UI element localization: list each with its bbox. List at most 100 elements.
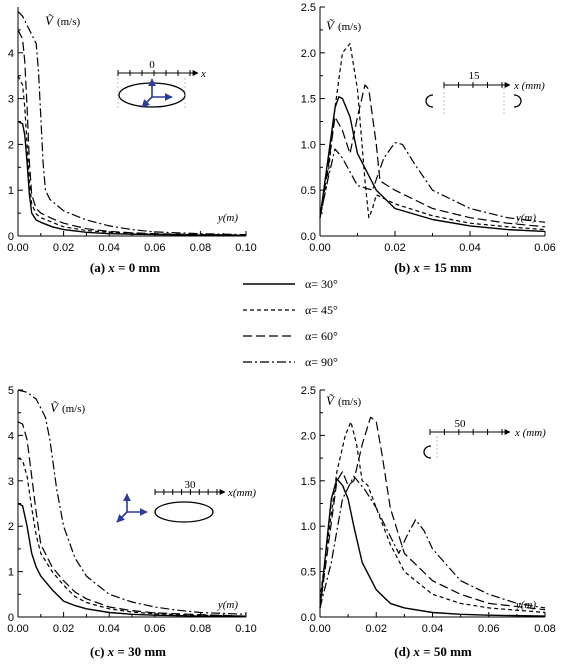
- x-tick-label: 0.04: [459, 242, 480, 254]
- x-tick-label: 0.06: [144, 623, 165, 635]
- series-line-alpha-30: [319, 478, 546, 617]
- inset-position-label: 15: [469, 70, 481, 82]
- y-axis-label: Ṽ (m/s): [326, 18, 362, 33]
- panel-caption: (a) x = 0 mm: [90, 260, 160, 275]
- y-axis-label: Ṽ (m/s): [50, 400, 86, 415]
- inset-axis-label: x (mm): [513, 80, 545, 92]
- y-tick-label: 2: [8, 139, 14, 151]
- x-tick-label: 0.10: [235, 623, 256, 635]
- x-axis-label: y(m): [515, 212, 536, 224]
- x-axis-label: y(m): [217, 599, 238, 611]
- series-line-alpha-90: [319, 142, 546, 223]
- series-line-alpha-90: [17, 389, 247, 615]
- legend-item-30: α= 30°: [243, 277, 338, 291]
- series-line-alpha-60: [319, 84, 546, 228]
- caption-variable: x: [107, 260, 115, 275]
- y-tick-label: 0: [8, 231, 14, 243]
- y-axis-symbol: Ṽ: [326, 18, 336, 33]
- inset-position-label: 30: [185, 479, 197, 491]
- y-tick-label: 4: [8, 430, 14, 442]
- series-line-alpha-45: [319, 42, 546, 231]
- y-tick-label: 1: [8, 185, 14, 197]
- caption-variable: x: [107, 644, 115, 659]
- y-tick-label: 1.5: [301, 476, 316, 488]
- x-tick-label: 0.06: [478, 623, 499, 635]
- inset-diagram: 30 x(mm): [116, 479, 256, 523]
- x-tick-label: 0.00: [7, 623, 28, 635]
- panel-b: 0.00 0.02 0.04 0.06 0.0 0.5 1.0 1.5 2.0 2.5 Ṽ (m/s)…: [301, 2, 556, 275]
- nozzle-profile-icon: [423, 445, 432, 459]
- nozzle-ellipse-icon: [154, 501, 214, 523]
- y-tick-label: 1.0: [301, 139, 316, 151]
- x-tick-label: 0.02: [384, 242, 405, 254]
- y-axis-symbol: Ṽ: [45, 13, 55, 28]
- caption-value: = 50 mm: [420, 644, 472, 659]
- y-tick-label: 2.5: [301, 2, 316, 14]
- y-tick-label: 1.0: [301, 521, 316, 533]
- legend-item-45: α= 45°: [243, 303, 338, 317]
- inset-axis-label: x: [200, 68, 206, 80]
- x-tick-label: 0.02: [53, 623, 74, 635]
- y-tick-label: 0.5: [301, 567, 316, 579]
- inset-diagram: 0x: [117, 59, 206, 108]
- series-line-alpha-45: [319, 421, 546, 614]
- coordinate-triad-icon: [141, 78, 173, 108]
- inset-axis-label: x(mm): [227, 487, 256, 499]
- caption-value: = 15 mm: [420, 260, 472, 275]
- series-line-alpha-60: [17, 29, 247, 236]
- y-axis-symbol: Ṽ: [50, 400, 60, 415]
- y-axis-symbol: Ṽ: [326, 393, 336, 408]
- x-tick-label: 0.04: [98, 242, 119, 254]
- x-tick-label: 0.08: [190, 242, 211, 254]
- caption-id: (c): [90, 644, 108, 659]
- y-axis-label: Ṽ (m/s): [326, 393, 362, 408]
- y-tick-label: 0.0: [301, 231, 316, 243]
- panel-a: 0.00 0.02 0.04 0.06 0.08 0.10 0 1 2 3 4 Ṽ (m/s) y(m) (…: [7, 7, 257, 275]
- y-tick-label: 2.5: [301, 385, 316, 397]
- series-line-alpha-60: [17, 421, 247, 617]
- legend-label-45: α= 45°: [305, 303, 338, 317]
- caption-value: = 0 mm: [115, 260, 160, 275]
- y-tick-label: 3: [8, 476, 14, 488]
- coordinate-triad-icon: [116, 493, 148, 523]
- caption-id: (d): [394, 644, 413, 659]
- y-axis-unit: (m/s): [338, 396, 362, 408]
- series-line-alpha-60: [319, 416, 546, 611]
- panel-caption: (b) x = 15 mm: [394, 260, 472, 275]
- caption-variable: x: [412, 260, 420, 275]
- y-tick-label: 0: [8, 612, 14, 624]
- panel-caption: (c) x = 30 mm: [90, 644, 166, 659]
- caption-id: (a): [90, 260, 108, 275]
- inset-axis-label: x (mm): [514, 427, 546, 439]
- inset-position-label: 0: [149, 59, 155, 71]
- series-line-alpha-90: [319, 475, 546, 609]
- x-tick-label: 0.08: [534, 623, 555, 635]
- series-line-alpha-45: [17, 457, 247, 617]
- x-tick-label: 0.00: [7, 242, 28, 254]
- caption-variable: x: [412, 644, 420, 659]
- legend-label-60: α= 60°: [305, 329, 338, 343]
- series-line-alpha-90: [17, 11, 247, 236]
- y-axis-unit: (m/s): [338, 21, 362, 33]
- y-tick-label: 0.0: [301, 612, 316, 624]
- x-tick-label: 0.08: [190, 623, 211, 635]
- x-tick-label: 0.00: [309, 623, 330, 635]
- y-tick-label: 1.5: [301, 94, 316, 106]
- y-tick-label: 2: [8, 521, 14, 533]
- legend-label-90: α= 90°: [305, 355, 338, 369]
- series-line-alpha-45: [17, 75, 247, 237]
- inset-diagram: 15 x (mm): [425, 70, 545, 115]
- y-tick-label: 5: [8, 385, 14, 397]
- x-tick-label: 0.06: [144, 242, 165, 254]
- y-axis-label: Ṽ (m/s): [45, 13, 81, 28]
- caption-value: = 30 mm: [114, 644, 166, 659]
- y-tick-label: 0.5: [301, 185, 316, 197]
- x-tick-label: 0.02: [53, 242, 74, 254]
- series-line-alpha-30: [17, 502, 247, 618]
- legend: α= 30° α= 45° α= 60° α= 90°: [243, 277, 338, 369]
- legend-item-60: α= 60°: [243, 329, 338, 343]
- y-tick-label: 4: [8, 48, 14, 60]
- nozzle-profile-icon: [513, 94, 522, 108]
- x-tick-label: 0.04: [98, 623, 119, 635]
